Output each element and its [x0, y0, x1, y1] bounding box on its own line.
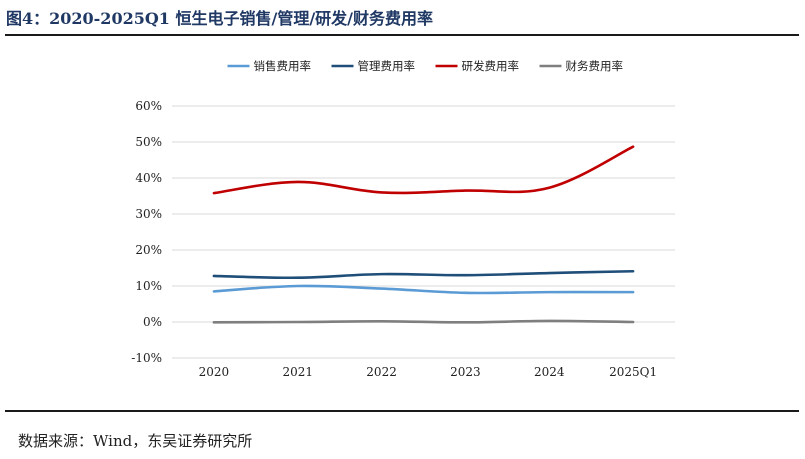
x-tick-label: 2022 — [366, 365, 397, 379]
x-tick-label: 2021 — [282, 365, 313, 379]
y-tick-label: 10% — [135, 279, 162, 293]
y-tick-label: 60% — [135, 99, 162, 113]
y-tick-label: 0% — [143, 315, 162, 329]
series-line — [212, 284, 635, 295]
line-chart: -10%0%10%20%30%40%50%60% 2020 2021 2022 202… — [131, 59, 675, 379]
y-tick-label: -10% — [131, 351, 162, 365]
figure-title: 图4：2020-2025Q1 恒生电子销售/管理/研发/财务费用率 — [6, 9, 434, 28]
top-divider — [5, 34, 799, 36]
legend: 销售费用率 管理费用率 研发费用率 财务费用率 — [227, 59, 624, 73]
series-line — [212, 319, 635, 324]
legend-label: 研发费用率 — [462, 59, 520, 73]
y-tick-label: 50% — [135, 135, 162, 149]
y-tick-label: 30% — [135, 207, 162, 221]
legend-label: 管理费用率 — [358, 59, 416, 73]
source-note: 数据来源：Wind，东吴证券研究所 — [18, 432, 253, 450]
series-lines — [212, 145, 635, 324]
bottom-divider — [5, 410, 799, 412]
x-tick-label: 2025Q1 — [609, 365, 657, 379]
legend-label: 财务费用率 — [566, 59, 624, 73]
x-tick-label: 2023 — [450, 365, 481, 379]
series-line — [212, 145, 635, 195]
series-line — [212, 269, 635, 280]
legend-label: 销售费用率 — [254, 59, 312, 73]
x-axis-ticks: 2020 2021 2022 2023 2024 2025Q1 — [199, 365, 657, 379]
y-tick-label: 20% — [135, 243, 162, 257]
y-axis-ticks: -10% 0% 10% 20% 30% 40% 50% 60% — [131, 99, 162, 365]
x-tick-label: 2024 — [534, 365, 565, 379]
x-tick-label: 2020 — [199, 365, 230, 379]
y-tick-label: 40% — [135, 171, 162, 185]
